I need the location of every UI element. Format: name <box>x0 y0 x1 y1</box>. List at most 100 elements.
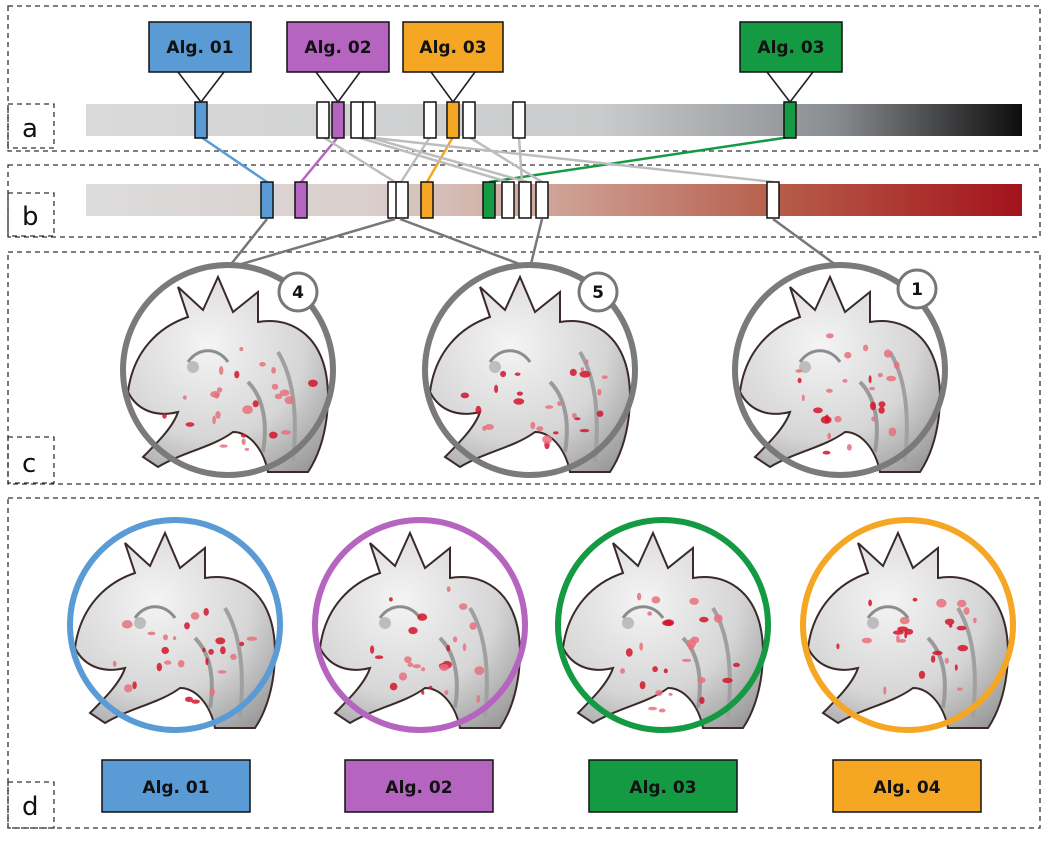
error-spot <box>452 636 458 643</box>
error-spot <box>444 690 449 695</box>
marker[interactable] <box>535 181 549 219</box>
error-spot <box>239 641 245 647</box>
marker[interactable] <box>501 181 515 219</box>
error-spot <box>469 622 477 630</box>
algorithm-lens-alg02[interactable] <box>312 517 528 733</box>
connector-gray <box>468 135 543 184</box>
panel-frames <box>7 5 1041 829</box>
error-spot <box>203 608 209 616</box>
error-spot <box>868 599 872 607</box>
marker-alg03-orange[interactable] <box>420 181 434 219</box>
error-spot <box>202 647 206 653</box>
marker[interactable] <box>462 101 476 139</box>
error-spots <box>162 346 318 451</box>
error-spot <box>513 398 525 405</box>
error-spot <box>973 617 977 624</box>
error-spot <box>536 426 544 432</box>
error-spot <box>389 682 398 691</box>
cluster-badge <box>277 271 319 313</box>
marker[interactable] <box>316 101 330 139</box>
error-spot <box>156 662 162 672</box>
error-spot <box>884 349 892 358</box>
connector-alg01 <box>200 135 268 184</box>
error-spot <box>697 677 706 684</box>
error-spot <box>408 627 418 635</box>
marker[interactable] <box>362 101 376 139</box>
error-spot <box>147 631 156 636</box>
error-spot <box>834 415 842 423</box>
error-spot <box>585 359 589 365</box>
error-spot <box>620 668 625 674</box>
panel-d-letter: d <box>22 792 39 822</box>
error-spot <box>869 386 875 391</box>
marker-alg03-orange[interactable] <box>446 101 460 139</box>
error-spot <box>870 401 876 411</box>
marker-alg01[interactable] <box>260 181 274 219</box>
error-spot <box>899 616 910 625</box>
error-spot <box>460 392 470 399</box>
marker-alg03-green[interactable] <box>783 101 797 139</box>
cluster-lens-1[interactable]: 4 <box>120 262 336 478</box>
error-spot <box>888 427 897 437</box>
bottom-label-alg03[interactable]: Alg. 03 <box>588 759 738 813</box>
error-spot <box>242 405 253 415</box>
error-spot <box>836 643 840 650</box>
error-spot <box>407 662 414 667</box>
panel-b-letter-box <box>7 192 55 237</box>
marker[interactable] <box>766 181 780 219</box>
error-spot <box>215 637 226 645</box>
error-spot <box>184 622 190 630</box>
panel-b-frame <box>7 164 1041 238</box>
error-spot <box>219 366 224 375</box>
top-label-alg01-text: Alg. 01 <box>166 38 233 58</box>
error-spot <box>374 655 384 659</box>
error-spot <box>173 636 177 641</box>
error-spots <box>836 597 977 695</box>
error-spot <box>625 648 633 657</box>
algorithm-lens-alg03[interactable] <box>555 517 771 733</box>
error-spot <box>596 410 604 417</box>
bottom-label-alg01[interactable]: Alg. 01 <box>101 759 251 813</box>
bottom-label-alg04[interactable]: Alg. 04 <box>832 759 982 813</box>
error-spot <box>572 413 577 419</box>
marker-alg02[interactable] <box>294 181 308 219</box>
panel-c-letter-box <box>7 436 55 484</box>
marker[interactable] <box>512 101 526 139</box>
error-spot <box>185 422 195 427</box>
marker[interactable] <box>395 181 409 219</box>
marker[interactable] <box>423 101 437 139</box>
marker-alg02[interactable] <box>331 101 345 139</box>
connector-alg03-orange <box>425 136 455 183</box>
error-spot <box>545 405 554 409</box>
error-spot <box>252 400 259 408</box>
top-label-alg03-orange: Alg. 03 <box>402 21 504 73</box>
cluster-lens-2[interactable]: 5 <box>422 262 638 478</box>
panel-a-markers <box>194 101 797 139</box>
bottom-label-alg02[interactable]: Alg. 02 <box>344 759 494 813</box>
error-spot <box>801 394 805 402</box>
error-spot <box>579 370 591 378</box>
marker[interactable] <box>518 181 532 219</box>
error-spot <box>878 406 885 414</box>
marker-alg01[interactable] <box>194 101 208 139</box>
error-spot <box>216 387 223 393</box>
error-spot <box>863 344 869 352</box>
error-spot <box>208 648 214 655</box>
error-spot <box>904 632 908 639</box>
algorithm-lens-alg04[interactable] <box>800 517 1016 733</box>
error-spot <box>462 643 467 652</box>
algorithm-lens-alg01[interactable] <box>67 517 283 733</box>
marker[interactable] <box>350 101 364 139</box>
connector-gray <box>356 135 509 184</box>
marker-alg03-green[interactable] <box>482 181 496 219</box>
error-spot <box>404 656 412 663</box>
error-spot <box>482 425 487 431</box>
cluster-lens-3[interactable]: 1 <box>732 262 948 478</box>
error-spot <box>827 432 831 440</box>
error-spot <box>813 407 823 414</box>
error-spot <box>530 421 536 430</box>
panel-d-frame <box>7 497 1041 829</box>
error-spot <box>190 612 200 620</box>
cluster-badge <box>577 271 619 313</box>
error-spot <box>389 597 393 602</box>
